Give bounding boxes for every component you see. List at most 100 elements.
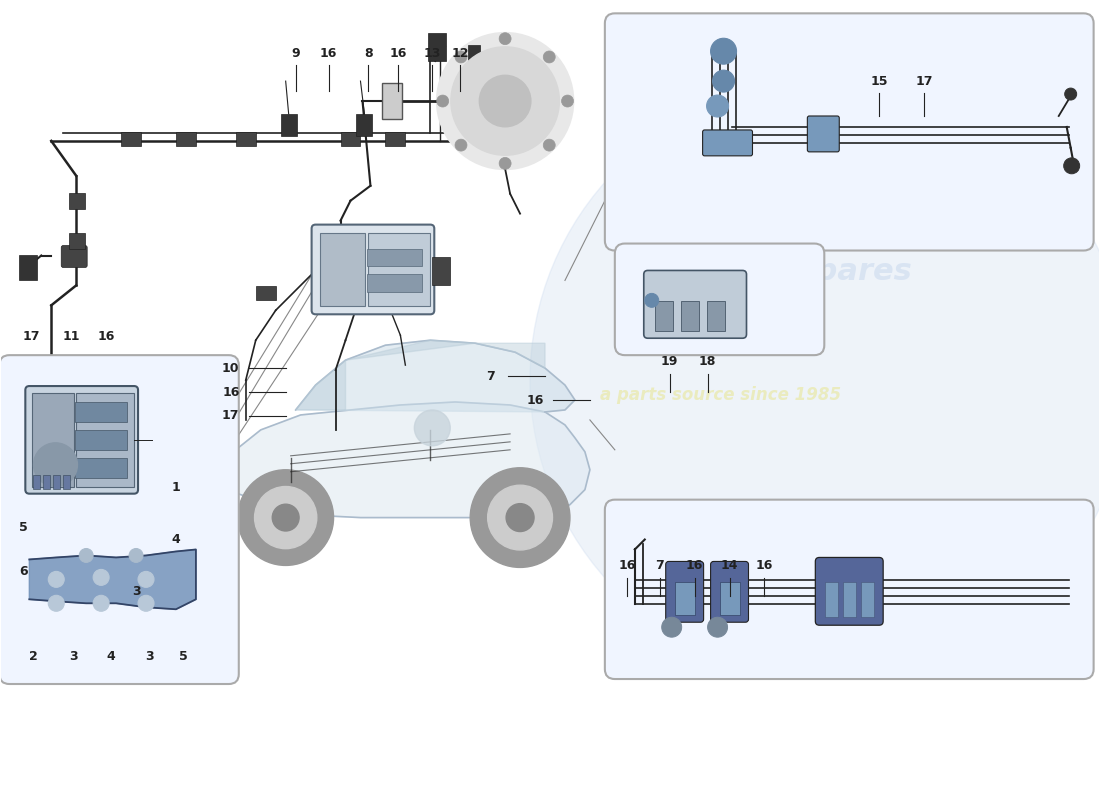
Text: 4: 4 [172,533,180,546]
Bar [20,254,37,281]
Text: 7: 7 [486,370,495,382]
Circle shape [543,139,556,151]
Text: 2: 2 [29,650,37,663]
Text: 16: 16 [618,559,636,572]
Text: 11: 11 [63,330,80,342]
Bar [320,233,365,306]
Bar [385,132,406,146]
Circle shape [480,75,531,126]
Circle shape [94,570,109,586]
Bar [32,393,74,486]
Text: 16: 16 [686,559,703,572]
Text: 15: 15 [870,74,888,88]
Circle shape [94,595,109,611]
Text: eurospares: eurospares [719,258,912,286]
Circle shape [543,51,556,63]
Bar [654,302,673,331]
Circle shape [455,51,468,63]
Circle shape [129,549,143,562]
Circle shape [706,95,728,117]
FancyBboxPatch shape [311,225,434,314]
Text: 3: 3 [69,650,77,663]
FancyBboxPatch shape [62,246,87,267]
Text: 7: 7 [656,559,664,572]
Text: 8: 8 [364,46,373,60]
Bar [76,402,126,422]
Bar [844,582,856,618]
FancyBboxPatch shape [703,130,752,156]
Text: 1: 1 [172,481,180,494]
Circle shape [451,47,560,155]
Circle shape [506,504,534,531]
Bar [176,132,196,146]
Text: 17: 17 [222,410,240,422]
Circle shape [1064,158,1080,174]
Bar [861,582,875,618]
Bar [469,46,481,63]
Text: 16: 16 [389,46,407,60]
Text: 16: 16 [320,46,338,60]
FancyBboxPatch shape [25,386,138,494]
Text: 6: 6 [19,565,28,578]
FancyBboxPatch shape [644,270,747,338]
Bar [367,249,422,266]
Circle shape [138,571,154,587]
Text: 5: 5 [19,521,28,534]
Bar [43,474,51,489]
Bar [825,582,838,618]
FancyBboxPatch shape [666,562,704,622]
Circle shape [438,34,573,169]
Bar [76,458,126,478]
Circle shape [238,470,333,566]
Circle shape [437,95,449,107]
Circle shape [662,618,682,637]
Circle shape [499,33,512,45]
Circle shape [499,158,512,170]
FancyBboxPatch shape [807,116,839,152]
Circle shape [254,486,317,549]
Bar [719,582,739,615]
Text: 16: 16 [756,559,773,572]
Bar [356,114,373,136]
Circle shape [711,38,737,64]
Text: 10: 10 [222,362,240,374]
Polygon shape [475,343,544,368]
Text: 17: 17 [23,330,40,342]
Polygon shape [345,340,475,360]
Bar [33,474,41,489]
Bar [367,274,422,292]
Text: 3: 3 [132,585,141,598]
Bar [63,474,70,489]
FancyBboxPatch shape [815,558,883,626]
Circle shape [48,571,64,587]
Bar [383,83,403,119]
Circle shape [79,549,94,562]
Bar [69,193,85,209]
Bar [69,233,85,249]
Bar [76,430,126,450]
Bar [76,393,134,486]
Text: 16: 16 [222,386,240,398]
Polygon shape [216,402,590,518]
Bar [428,34,447,61]
Circle shape [707,618,727,637]
Bar [681,302,698,331]
FancyBboxPatch shape [605,14,1093,250]
Text: 16: 16 [527,394,543,406]
Bar [255,286,276,300]
Bar [432,258,450,286]
Circle shape [138,595,154,611]
Text: 9: 9 [292,46,300,60]
Text: 14: 14 [720,559,738,572]
Text: 5: 5 [178,650,187,663]
FancyBboxPatch shape [615,243,824,355]
Bar [706,302,725,331]
Text: 3: 3 [145,650,153,663]
Text: 17: 17 [915,74,933,88]
Bar [341,132,361,146]
Bar [674,582,694,615]
Bar [235,132,255,146]
Circle shape [273,504,299,531]
Circle shape [713,70,735,92]
Text: a parts source since 1985: a parts source since 1985 [600,386,842,404]
